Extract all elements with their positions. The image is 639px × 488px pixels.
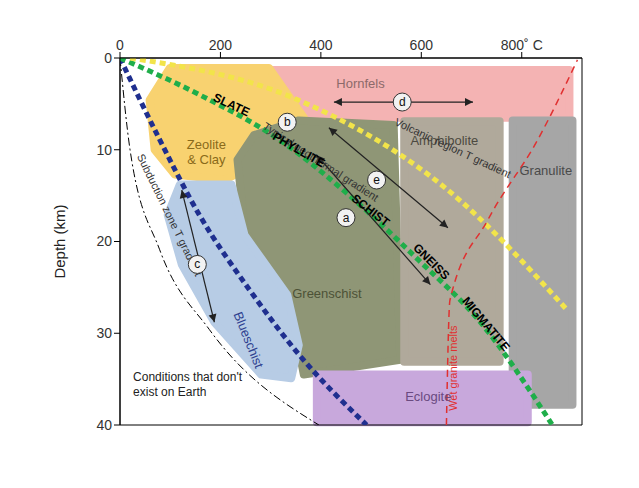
- svg-text:e: e: [373, 173, 380, 187]
- svg-text:c: c: [194, 257, 200, 271]
- svg-text:Granulite: Granulite: [519, 162, 572, 177]
- svg-text:MIGMATITE: MIGMATITE: [459, 294, 512, 354]
- svg-text:Eclogite: Eclogite: [405, 388, 451, 403]
- svg-text:30: 30: [96, 325, 112, 341]
- svg-text:Zeolite& Clay: Zeolite& Clay: [187, 136, 226, 167]
- svg-text:PHYLLITE: PHYLLITE: [270, 129, 327, 170]
- svg-text:0: 0: [104, 50, 112, 66]
- svg-text:Hornfels: Hornfels: [336, 75, 385, 90]
- svg-text:Depth (km): Depth (km): [51, 204, 68, 278]
- svg-text:400: 400: [309, 37, 333, 53]
- svg-text:40: 40: [96, 417, 112, 433]
- svg-text:800˚ C: 800˚ C: [501, 37, 543, 53]
- svg-text:200: 200: [209, 37, 233, 53]
- svg-text:b: b: [284, 115, 291, 129]
- svg-text:Conditions that don'texist on: Conditions that don'texist on Earth: [133, 370, 243, 398]
- svg-text:Subduction zone T gradient: Subduction zone T gradient: [135, 152, 205, 278]
- svg-text:SCHIST: SCHIST: [349, 191, 393, 230]
- svg-text:Volcanic region T gradient: Volcanic region T gradient: [393, 116, 513, 180]
- svg-text:Amphibolite: Amphibolite: [410, 132, 479, 148]
- svg-text:600: 600: [410, 37, 434, 53]
- svg-text:a: a: [343, 211, 350, 225]
- svg-text:Typical geothermal gradient: Typical geothermal gradient: [261, 120, 381, 204]
- svg-text:20: 20: [96, 233, 112, 249]
- svg-text:SLATE: SLATE: [211, 90, 252, 119]
- svg-text:10: 10: [96, 142, 112, 158]
- svg-text:0: 0: [116, 37, 124, 53]
- svg-text:Greenschist: Greenschist: [292, 285, 362, 300]
- svg-text:d: d: [399, 95, 406, 109]
- svg-text:Blueschist: Blueschist: [231, 309, 267, 370]
- svg-text:GNEISS: GNEISS: [410, 241, 452, 283]
- svg-text:Wet granite melts: Wet granite melts: [447, 325, 459, 411]
